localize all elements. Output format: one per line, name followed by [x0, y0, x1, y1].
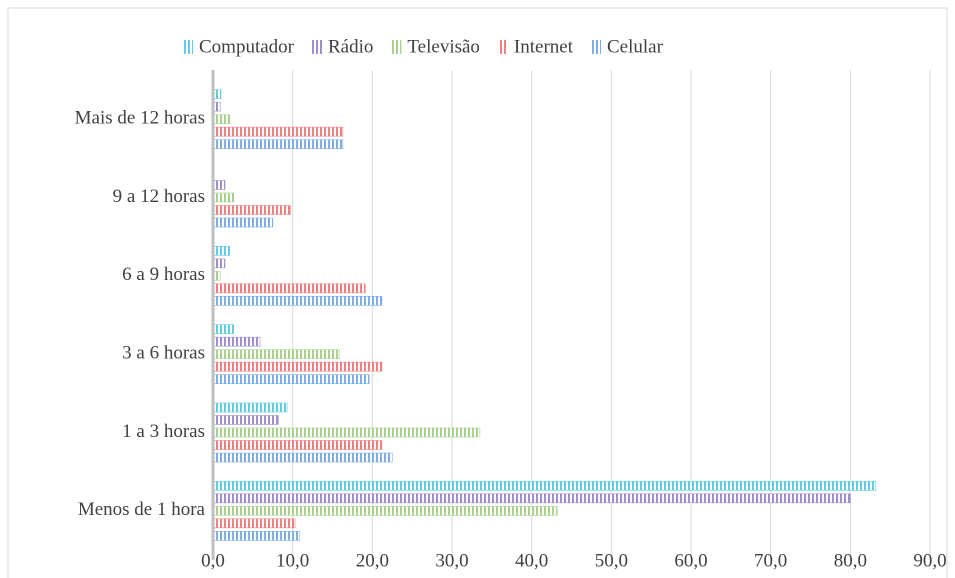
x-tick-label: 90,0 [913, 550, 946, 571]
bar [212, 139, 344, 149]
y-tick-label: 1 a 3 horas [122, 421, 205, 442]
x-tick-label: 70,0 [754, 550, 787, 571]
bar [212, 440, 383, 450]
bar [212, 531, 301, 541]
bar [212, 336, 261, 347]
bar [212, 246, 231, 256]
bar [212, 361, 383, 372]
bar [212, 518, 296, 529]
bar [212, 180, 226, 190]
legend-label: Computador [199, 36, 295, 57]
x-tick-label: 0,0 [201, 550, 225, 571]
bar [212, 506, 558, 516]
legend-label: Internet [514, 36, 574, 57]
bar [212, 349, 340, 359]
bar [212, 192, 235, 203]
x-tick-label: 10,0 [276, 550, 309, 571]
bar [212, 126, 344, 137]
legend-swatch [312, 40, 322, 54]
y-tick-label: 3 a 6 horas [122, 343, 205, 364]
x-tick-label: 40,0 [515, 550, 548, 571]
bar [212, 402, 288, 413]
x-tick-label: 20,0 [356, 550, 389, 571]
bar [212, 205, 291, 215]
legend-swatch [497, 40, 508, 54]
legend-swatch [183, 40, 193, 54]
legend-label: Rádio [328, 36, 373, 57]
legend-swatch [391, 40, 402, 54]
x-tick-label: 50,0 [595, 550, 628, 571]
bar [212, 493, 851, 504]
bar [212, 374, 370, 384]
y-tick-label: 6 a 9 horas [122, 264, 205, 285]
legend-swatch [591, 40, 601, 54]
y-tick-label: Menos de 1 hora [78, 499, 206, 520]
bar [212, 415, 279, 425]
bar [212, 452, 393, 463]
bar [212, 114, 231, 124]
x-tick-label: 30,0 [435, 550, 468, 571]
y-tick-label: 9 a 12 horas [113, 186, 205, 207]
legend-label: Televisão [407, 36, 480, 57]
bar [212, 258, 226, 269]
x-tick-label: 80,0 [834, 550, 867, 571]
chart-border [7, 7, 948, 578]
legend-label: Celular [607, 36, 664, 57]
bar [212, 481, 877, 491]
bar [212, 324, 235, 334]
x-tick-label: 60,0 [674, 550, 707, 571]
y-tick-label: Mais de 12 horas [75, 108, 205, 129]
bar [212, 427, 481, 438]
bar [212, 217, 274, 228]
bar [212, 296, 383, 306]
bar [212, 283, 366, 294]
